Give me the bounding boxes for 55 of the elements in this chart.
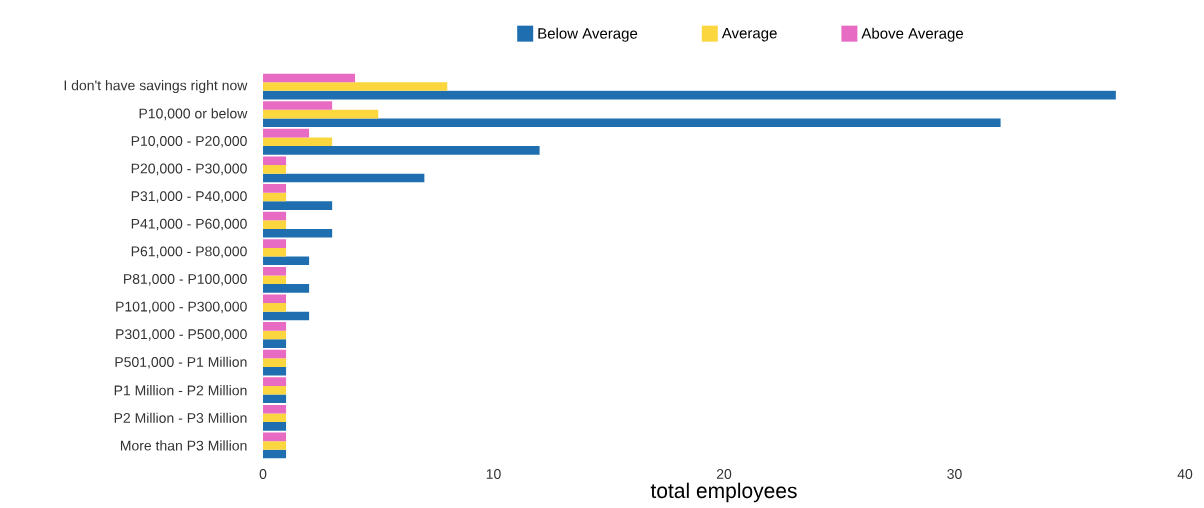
- bar: [263, 322, 287, 331]
- y-tick-label: P501,000 - P1 Million: [115, 356, 247, 369]
- bar: [263, 118, 1001, 128]
- x-axis-title: total employees: [650, 482, 797, 503]
- y-tick-label: I don't have savings right now: [64, 80, 248, 94]
- bar: [263, 385, 287, 395]
- bar: [263, 73, 356, 83]
- bar: [263, 358, 287, 367]
- bar: [263, 137, 333, 147]
- y-tick-label: P1 Million - P2 Million: [114, 385, 247, 396]
- bar: [263, 109, 379, 119]
- legend-label: Average: [721, 28, 777, 42]
- bar: [263, 284, 310, 293]
- bar: [263, 422, 287, 431]
- x-tick-label: 0: [259, 469, 267, 479]
- bar: [263, 128, 310, 138]
- y-tick-label: P20,000 - P30,000: [131, 163, 247, 176]
- y-tick-label: P41,000 - P60,000: [131, 218, 247, 231]
- bar: [263, 90, 1116, 100]
- y-tick-label: P2 Million - P3 Million: [114, 412, 247, 423]
- bar: [263, 377, 287, 386]
- y-tick-label: P101,000 - P300,000: [116, 301, 247, 314]
- y-tick-label: P10,000 or below: [139, 108, 248, 121]
- x-tick-label: 30: [947, 469, 962, 479]
- bar: [263, 239, 287, 248]
- bar: [263, 303, 287, 312]
- bar: [263, 339, 287, 348]
- y-tick-label: More than P3 Million: [120, 440, 247, 451]
- bar: [263, 146, 540, 155]
- bar: [263, 294, 287, 304]
- y-tick-label: P301,000 - P500,000: [116, 329, 247, 341]
- y-tick-label: P10,000 - P20,000: [131, 136, 247, 148]
- x-tick-label: 20: [716, 469, 732, 479]
- bar: [263, 366, 287, 376]
- bar: [263, 82, 448, 91]
- bar: [263, 220, 287, 229]
- bar: [263, 201, 333, 210]
- bar: [263, 311, 310, 321]
- bar: [263, 404, 287, 414]
- bar: [263, 101, 333, 110]
- bar: [263, 156, 287, 166]
- bar: [263, 165, 287, 174]
- bar: [263, 228, 333, 238]
- legend-label: Below Average: [538, 27, 638, 42]
- bar: [263, 256, 310, 266]
- y-tick-label: P31,000 - P40,000: [131, 191, 247, 203]
- y-tick-label: P61,000 - P80,000: [131, 246, 247, 258]
- bar: [263, 184, 287, 193]
- legend-label: Above Average: [861, 27, 964, 42]
- bar: [263, 275, 287, 285]
- x-tick-label: 40: [1177, 469, 1193, 479]
- y-tick-label: P81,000 - P100,000: [124, 274, 247, 286]
- bar: [263, 441, 287, 450]
- x-tick-label: 10: [486, 469, 501, 479]
- bar: [263, 173, 425, 183]
